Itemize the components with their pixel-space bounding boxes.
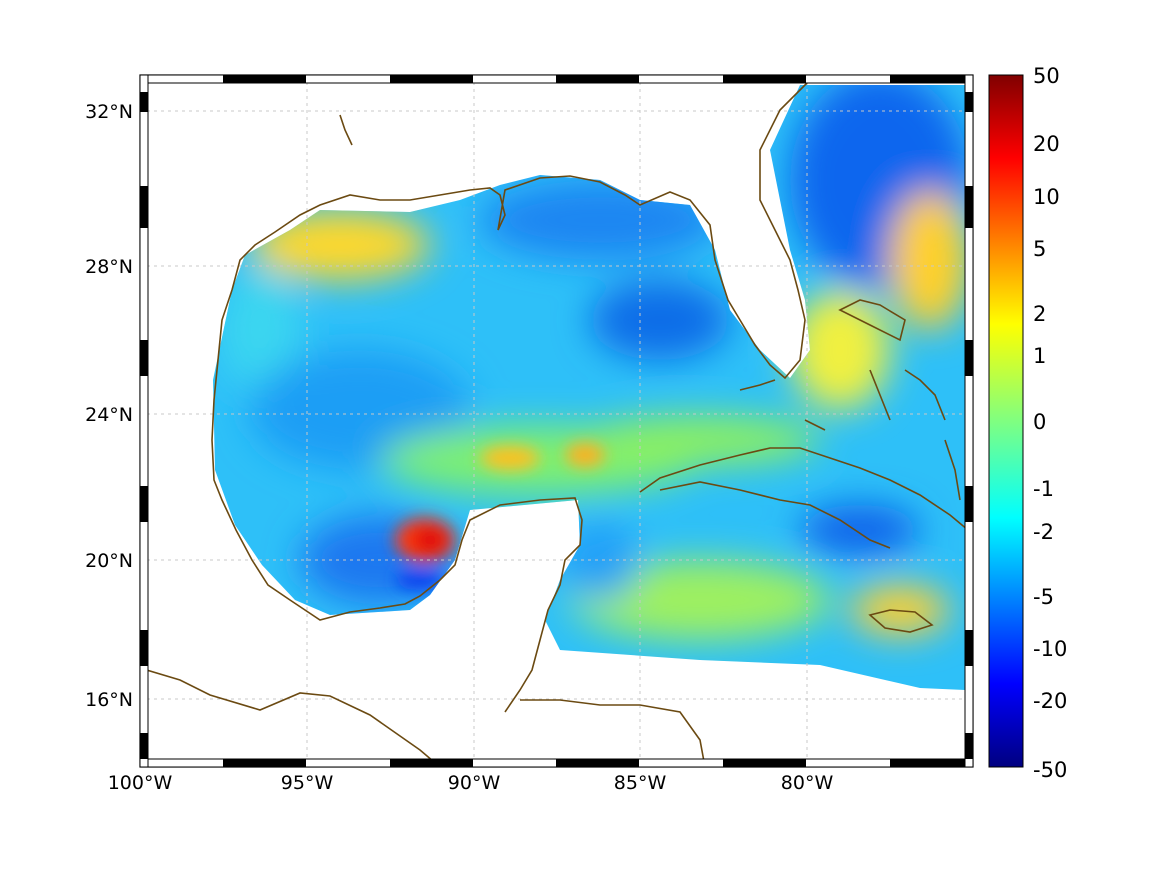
colorbar-tick-label: -1 [1033,477,1054,501]
colorbar-tick-label: -20 [1033,689,1067,713]
colorbar: 50 20 10 5 2 1 0 -1 -2 -5 -10 -20 -50 [988,64,1067,782]
colorbar-tick-label: 1 [1033,344,1046,368]
coastline [140,79,969,767]
colorbar-ticks: 50 20 10 5 2 1 0 -1 -2 -5 -10 -20 -50 [1033,64,1067,782]
colorbar-tick-label: -2 [1033,520,1054,544]
x-tick-label: 90°W [448,772,501,794]
colorbar-gradient [988,74,1024,768]
data-field [213,85,965,690]
y-tick-label: 24°N [85,404,133,426]
colorbar-tick-label: 0 [1033,410,1046,434]
colorbar-tick-label: 20 [1033,132,1060,156]
colorbar-tick-label: 2 [1033,302,1046,326]
colorbar-tick-label: -50 [1033,758,1067,782]
map-border [139,74,974,768]
colorbar-tick-label: 50 [1033,64,1060,88]
x-tick-label: 80°W [781,772,834,794]
colorbar-tick-label: 10 [1033,185,1060,209]
x-tick-label: 100°W [108,772,173,794]
colorbar-tick-label: -5 [1033,585,1054,609]
colorbar-tick-label: 5 [1033,237,1046,261]
x-tick-label: 95°W [281,772,334,794]
y-tick-label: 20°N [85,550,133,572]
x-tick-labels: 100°W 95°W 90°W 85°W 80°W [108,772,834,794]
y-tick-label: 28°N [85,256,133,278]
y-tick-labels: 32°N 28°N 24°N 20°N 16°N [85,101,133,711]
y-tick-label: 32°N [85,101,133,123]
colorbar-tick-label: -10 [1033,637,1067,661]
x-tick-label: 85°W [614,772,667,794]
graticule [140,75,973,767]
y-tick-label: 16°N [85,689,133,711]
